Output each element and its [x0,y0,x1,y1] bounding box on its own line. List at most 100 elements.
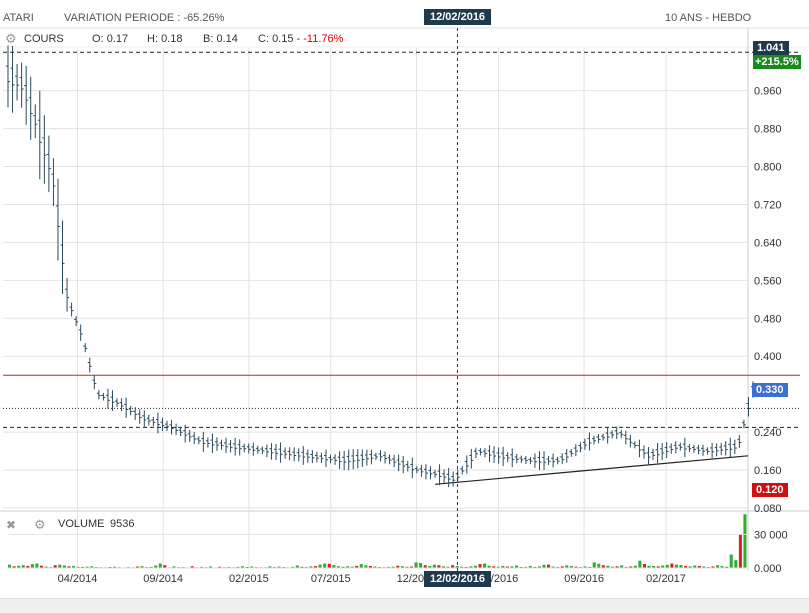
volume-bar [693,565,697,568]
volume-bar [569,566,573,568]
volume-bar [346,566,350,568]
volume-bar [62,565,66,568]
volume-bar [71,565,76,568]
high-label: H: [147,33,158,45]
y-tick-label: 0.400 [754,351,782,363]
volume-bar [355,565,359,568]
high-number: 0.18 [161,33,183,45]
y-tick-label: 0.240 [754,427,782,439]
volume-bar [405,566,409,568]
close-value: C: 0.15 - -11.76% [258,33,344,45]
y-tick-label: 0.480 [754,313,782,325]
low-number: 0.14 [216,33,238,45]
volume-bar [373,566,377,568]
volume-bar [642,564,647,568]
volume-bar [656,566,660,568]
high-value: H: 0.18 [147,33,182,45]
low-price-tag: 0.120 [752,483,788,497]
volume-bar [464,566,468,568]
x-tick-label: 09/2014 [143,573,183,585]
volume-bar [208,566,213,568]
volume-bar [437,565,441,568]
volume-bar [309,566,313,568]
variation-text: VARIATION PERIODE : -65.26% [64,12,224,24]
volume-bar [432,564,436,568]
volume-bar [341,566,345,568]
volume-bar [615,566,619,568]
low-value: B: 0.14 [203,33,238,45]
volume-bar [387,566,391,568]
volume-bar [706,566,710,568]
ticker-label: ATARI [3,12,34,24]
volume-bar [190,566,194,568]
price-settings-gear-icon[interactable]: ⚙ [5,31,17,46]
volume-bar [81,566,85,568]
volume-bar [58,564,62,568]
volume-bar [218,566,222,568]
volume-bar [547,564,551,568]
volume-bar [725,566,729,568]
volume-bar [409,566,414,568]
volume-bar [400,566,404,568]
volume-bar [451,565,455,568]
volume-bar [501,565,505,568]
volume-bar [515,565,519,568]
volume-bar [528,566,532,568]
open-label: O: [92,33,104,45]
volume-bar [318,564,322,568]
volume-bar [227,566,231,568]
volume-bar [67,566,71,568]
y-tick-label: 0.880 [754,124,782,136]
volume-bar [240,566,245,568]
close-number: 0.15 [272,33,294,45]
volume-bar [674,564,678,568]
volume-bar [647,565,651,568]
volume-bar [542,564,546,568]
volume-bar [446,566,450,568]
low-label: B: [203,33,214,45]
volume-bar [113,566,117,568]
volume-bar [368,565,372,568]
volume-bar [291,566,295,568]
volume-bar [716,565,720,568]
volume-bar [441,566,446,568]
volume-bar [26,565,30,568]
volume-bar [469,566,473,568]
volume-bar [633,565,637,568]
y-tick-label: 0.160 [754,465,782,477]
bottom-scroll-bar[interactable] [0,598,809,613]
volume-bar [304,566,308,568]
volume-bar [711,566,715,568]
top-change-tag: +215.5% [753,55,801,69]
volume-bar [76,566,80,568]
last-price-tag: 0.330 [752,383,788,397]
volume-bar [601,565,605,568]
top-price-tag: 1.041 [753,41,789,55]
volume-bar [199,566,203,568]
volume-close-icon[interactable]: ✖ [6,518,17,532]
volume-bar [158,563,162,568]
volume-bar [665,564,669,568]
volume-bar [327,563,331,568]
volume-bar [679,565,683,568]
volume-bar [12,566,16,568]
volume-bar [364,565,368,568]
volume-bar [378,566,382,568]
y-tick-label: 0.560 [754,275,782,287]
volume-bar [565,565,569,568]
cursor-date-flag-bottom: 12/02/2016 [424,571,492,587]
volume-bar [268,566,272,568]
y-tick-label: 0.640 [754,237,782,249]
volume-settings-gear-icon[interactable]: ⚙ [34,517,46,532]
volume-bar [606,565,610,568]
volume-bar [140,566,144,568]
volume-bar [336,566,340,568]
volume-bar [620,565,624,568]
x-tick-label: 09/2016 [564,573,604,585]
volume-bar [39,565,44,568]
volume-bar [519,566,523,568]
volume-bar [21,565,25,568]
volume-bar [414,562,418,568]
support-trendline [435,455,749,485]
volume-bar [697,565,701,568]
